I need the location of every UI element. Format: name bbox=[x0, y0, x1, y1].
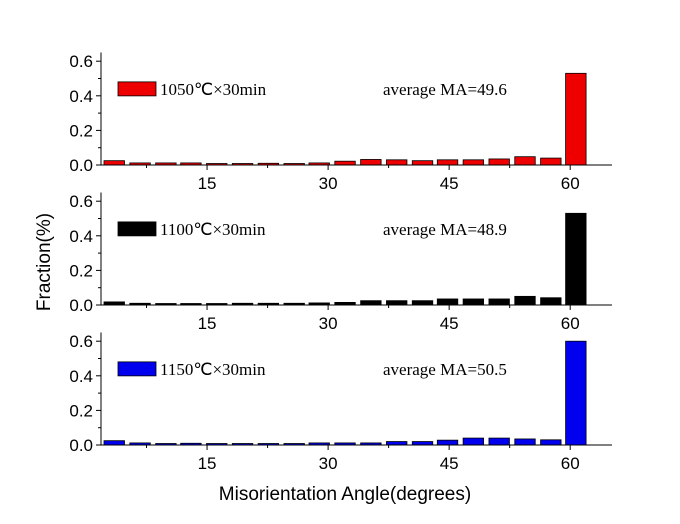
bar bbox=[514, 295, 536, 306]
bar bbox=[103, 160, 125, 166]
bar bbox=[488, 298, 510, 306]
y-axis-label: Fraction(%) bbox=[34, 213, 55, 311]
bar bbox=[540, 439, 562, 446]
x-axis-label: Misorientation Angle(degrees) bbox=[219, 484, 471, 505]
y-tick-label: 0.6 bbox=[69, 52, 93, 71]
panel-3: 0.0 0.2 0.4 0.6 15 30 45 60 1150℃×30min average M… bbox=[69, 332, 612, 473]
x-tick-label: 15 bbox=[198, 174, 217, 193]
legend-label: 1050℃×30min bbox=[160, 80, 267, 99]
bar bbox=[540, 297, 562, 306]
y-tick-label: 0.6 bbox=[69, 192, 93, 211]
bar bbox=[565, 340, 587, 446]
bar bbox=[436, 159, 459, 166]
y-tick-label: 0.4 bbox=[69, 87, 93, 106]
x-tick-label: 30 bbox=[319, 454, 338, 473]
bar bbox=[386, 441, 408, 446]
x-tick-label: 60 bbox=[561, 454, 580, 473]
bar bbox=[488, 437, 510, 446]
bar bbox=[386, 159, 408, 166]
bar bbox=[462, 298, 485, 306]
average-ma-annotation: average MA=49.6 bbox=[383, 80, 507, 99]
x-tick-label: 45 bbox=[440, 314, 459, 333]
bar bbox=[103, 440, 125, 446]
bar bbox=[565, 72, 587, 166]
y-tick-label: 0.2 bbox=[69, 121, 93, 140]
legend-swatch bbox=[117, 361, 157, 377]
x-tick-label: 30 bbox=[319, 174, 338, 193]
legend-swatch bbox=[117, 221, 157, 237]
bar bbox=[360, 159, 382, 166]
bar bbox=[540, 157, 562, 166]
bar bbox=[360, 300, 382, 306]
x-tick-label: 15 bbox=[198, 314, 217, 333]
bar bbox=[462, 437, 485, 446]
y-tick-label: 0.0 bbox=[69, 296, 93, 315]
legend-swatch bbox=[117, 81, 157, 97]
bar bbox=[436, 439, 459, 446]
legend-label: 1150℃×30min bbox=[160, 360, 266, 379]
x-tick-label: 15 bbox=[198, 454, 217, 473]
bar bbox=[514, 156, 536, 166]
bar bbox=[334, 160, 356, 166]
panel-2: 0.0 0.2 0.4 0.6 15 30 45 60 1100℃×30min average M… bbox=[69, 192, 612, 333]
legend-label: 1100℃×30min bbox=[160, 220, 266, 239]
y-tick-label: 0.4 bbox=[69, 227, 93, 246]
x-tick-label: 45 bbox=[440, 454, 459, 473]
x-tick-label: 60 bbox=[561, 174, 580, 193]
y-tick-label: 0.0 bbox=[69, 436, 93, 455]
y-tick-label: 0.2 bbox=[69, 261, 93, 280]
bar bbox=[411, 300, 434, 306]
bar bbox=[514, 438, 536, 446]
bar bbox=[488, 158, 510, 166]
y-tick-label: 0.6 bbox=[69, 332, 93, 351]
x-tick-label: 60 bbox=[561, 314, 580, 333]
bar bbox=[565, 212, 587, 306]
bar bbox=[386, 300, 408, 306]
bar bbox=[411, 160, 434, 166]
x-tick-label: 30 bbox=[319, 314, 338, 333]
x-tick-label: 45 bbox=[440, 174, 459, 193]
average-ma-annotation: average MA=50.5 bbox=[383, 360, 507, 379]
bar bbox=[462, 159, 485, 166]
y-tick-label: 0.0 bbox=[69, 156, 93, 175]
panel-1: 0.0 0.2 0.4 0.6 15 30 45 60 1050℃×30min average M… bbox=[69, 52, 612, 193]
average-ma-annotation: average MA=48.9 bbox=[383, 220, 507, 239]
bar bbox=[436, 298, 459, 306]
y-tick-label: 0.2 bbox=[69, 401, 93, 420]
bar bbox=[411, 441, 434, 446]
y-tick-label: 0.4 bbox=[69, 367, 93, 386]
